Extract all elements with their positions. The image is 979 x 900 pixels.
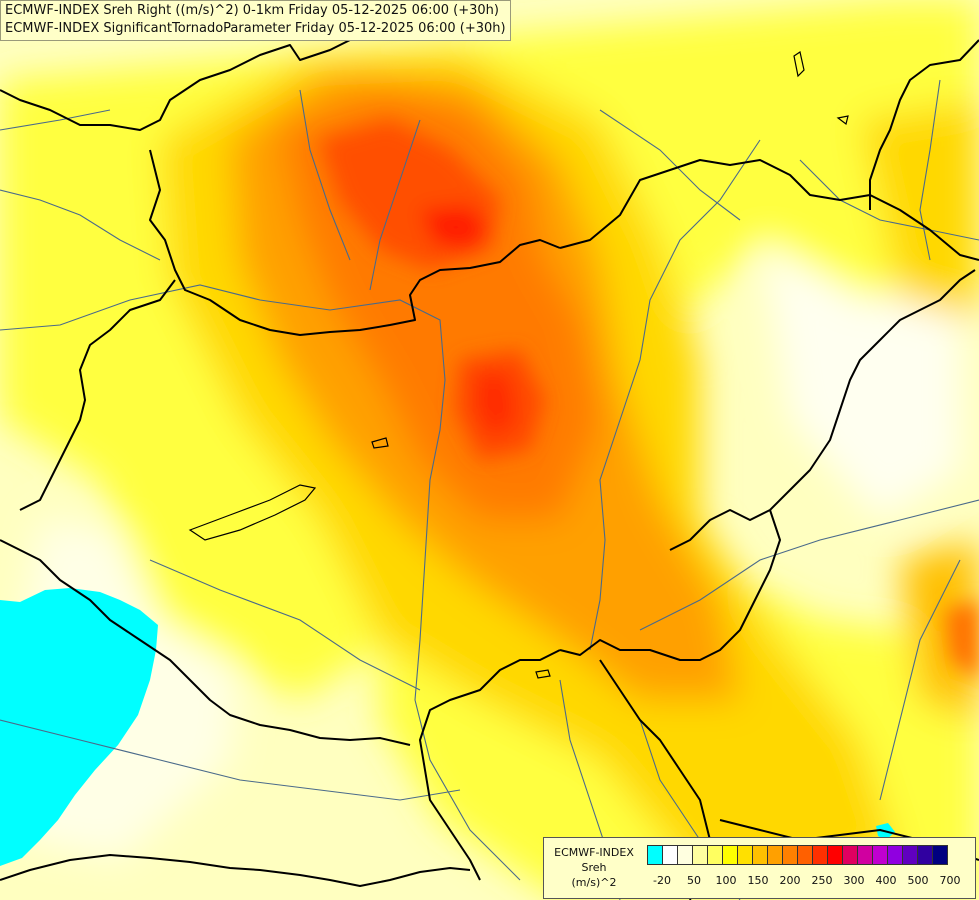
legend-tick-label: 500 <box>907 874 929 887</box>
river-tisza <box>589 139 761 651</box>
legend-tick-label: 50 <box>687 874 701 887</box>
lakes <box>188 51 849 679</box>
lake-small-1 <box>371 437 389 449</box>
sreh-core <box>320 120 979 680</box>
legend-swatch <box>812 845 828 865</box>
river-inn <box>0 109 111 131</box>
legend-title: ECMWF-INDEX Sreh (m/s)^2 <box>546 845 642 890</box>
river-siret <box>919 79 941 261</box>
legend-tick-label: 150 <box>747 874 769 887</box>
legend-swatch <box>887 845 903 865</box>
river-north <box>599 109 741 221</box>
lake-balaton <box>188 484 317 541</box>
legend-swatch <box>872 845 888 865</box>
border-slovakia-ukraine <box>559 159 979 261</box>
legend-swatch <box>857 845 873 865</box>
country-borders <box>0 39 979 900</box>
legend-swatch <box>692 845 708 865</box>
border-czech-poland <box>0 39 351 131</box>
color-legend: ECMWF-INDEX Sreh (m/s)^2 -20 50 100 150 200 2… <box>543 837 976 899</box>
border-slovenia-croatia <box>0 539 411 746</box>
river-drava <box>149 559 421 691</box>
legend-swatch <box>842 845 858 865</box>
legend-title-model: ECMWF-INDEX <box>554 846 634 859</box>
red-core-south <box>476 372 516 438</box>
river-northeast <box>799 159 979 241</box>
legend-swatch <box>707 845 723 865</box>
border-hungary-austria <box>19 279 176 511</box>
lake-small-3 <box>836 115 849 126</box>
border-romania-serbia <box>559 509 781 661</box>
legend-swatch <box>902 845 918 865</box>
cyan-negative-region <box>0 588 158 866</box>
lake-small-4 <box>793 51 805 78</box>
legend-title-unit: (m/s)^2 <box>571 876 617 889</box>
legend-swatch <box>827 845 843 865</box>
river-sava <box>0 719 461 801</box>
river-hron <box>369 119 421 291</box>
legend-tick-label: 700 <box>939 874 961 887</box>
legend-swatch <box>737 845 753 865</box>
legend-tick-label: 300 <box>843 874 865 887</box>
legend-swatches <box>647 845 948 865</box>
red-core-north <box>420 205 490 250</box>
legend-swatch <box>677 845 693 865</box>
border-hungary-romania <box>669 269 976 551</box>
legend-swatch <box>917 845 933 865</box>
lake-small-2 <box>535 669 551 679</box>
map-title-box: ECMWF-INDEX Sreh Right ((m/s)^2) 0-1km F… <box>0 0 511 41</box>
legend-tick-label: 100 <box>715 874 737 887</box>
orange-spot-southeast <box>945 600 979 680</box>
legend-swatch <box>767 845 783 865</box>
border-romania-moldova <box>869 39 979 210</box>
river-olt <box>879 559 961 801</box>
legend-swatch <box>782 845 798 865</box>
legend-title-param: Sreh <box>581 861 607 874</box>
legend-tick-label: 400 <box>875 874 897 887</box>
legend-swatch <box>722 845 738 865</box>
legend-tick-label: 250 <box>811 874 833 887</box>
river-danube <box>0 284 521 881</box>
legend-tick-label: -20 <box>653 874 671 887</box>
title-sreh: ECMWF-INDEX Sreh Right ((m/s)^2) 0-1km F… <box>5 3 499 18</box>
legend-ticks: -20 50 100 150 200 250 300 400 500 700 <box>644 874 974 890</box>
legend-swatch <box>752 845 768 865</box>
legend-swatch <box>647 845 663 865</box>
river-west <box>0 189 161 261</box>
river-vah <box>299 89 351 261</box>
legend-swatch <box>797 845 813 865</box>
legend-swatch <box>932 845 948 865</box>
border-austria-czech <box>149 149 561 336</box>
title-stp: ECMWF-INDEX SignificantTornadoParameter … <box>5 21 506 36</box>
border-croatia-bosnia <box>0 854 471 887</box>
legend-tick-label: 200 <box>779 874 801 887</box>
legend-swatch <box>662 845 678 865</box>
gold-patch-southeast <box>900 540 979 720</box>
river-mures <box>639 499 979 631</box>
border-hungary-croatia <box>419 649 561 881</box>
